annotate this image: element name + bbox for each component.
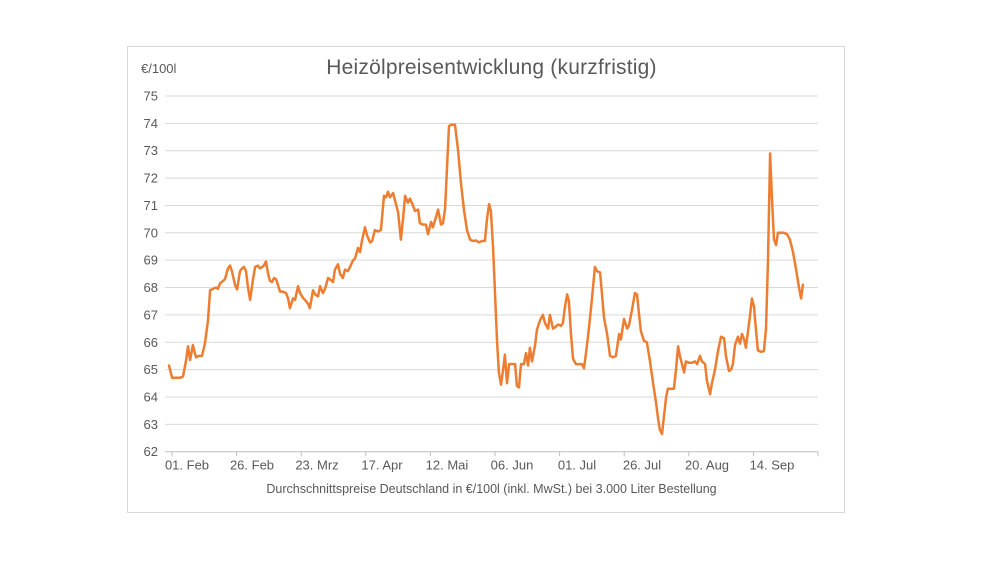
y-axis-tick-label: 73	[144, 143, 158, 158]
chart-caption: Durchschnittspreise Deutschland in €/100…	[266, 482, 717, 496]
y-axis-tick-label: 70	[144, 225, 158, 240]
y-axis-tick-label: 69	[144, 253, 158, 268]
x-axis-tick-label: 26. Feb	[230, 458, 274, 473]
y-axis-tick-label: 68	[144, 280, 158, 295]
price-series-line	[167, 123, 805, 436]
y-axis-unit-label: €/100l	[141, 61, 177, 76]
y-axis-tick-label: 67	[144, 307, 158, 322]
y-axis-tick-label: 71	[144, 198, 158, 213]
x-axis-tick-label: 01. Jul	[558, 458, 596, 473]
chart-title: Heizölpreisentwicklung (kurzfristig)	[326, 56, 657, 79]
x-axis-tick-label: 12. Mai	[426, 458, 469, 473]
y-axis-tick-label: 65	[144, 362, 158, 377]
y-axis-tick-label: 72	[144, 171, 158, 186]
x-axis-tick-label: 06. Jun	[491, 458, 534, 473]
x-axis-tick-label: 17. Apr	[361, 458, 403, 473]
x-axis-tick-label: 14. Sep	[750, 458, 795, 473]
y-axis-tick-label: 63	[144, 417, 158, 432]
x-axis-tick-label: 23. Mrz	[295, 458, 338, 473]
y-axis-tick-label: 66	[144, 335, 158, 350]
y-axis-tick-label: 62	[144, 444, 158, 459]
y-axis-tick-label: 74	[144, 116, 158, 131]
y-axis-tick-label: 64	[144, 389, 158, 404]
x-axis-tick-label: 26. Jul	[623, 458, 661, 473]
x-axis-tick-label: 20. Aug	[685, 458, 729, 473]
y-axis-tick-label: 75	[144, 89, 158, 104]
x-axis-tick-label: 01. Feb	[165, 458, 209, 473]
